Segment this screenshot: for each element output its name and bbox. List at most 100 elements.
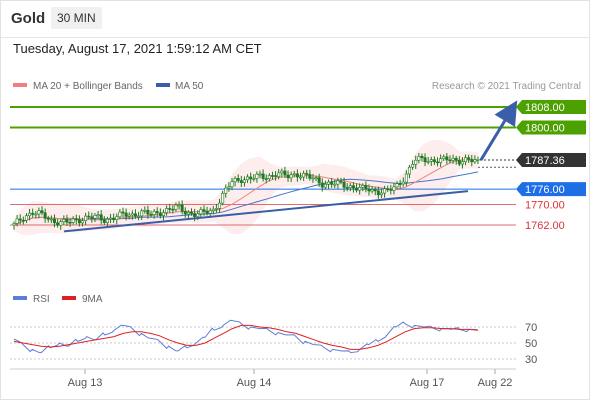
- candle: [236, 174, 240, 183]
- candle-body: [327, 181, 331, 185]
- candle-body: [133, 213, 137, 217]
- candle-body: [423, 157, 427, 163]
- candle-body: [351, 185, 355, 189]
- copyright-label: Research © 2021 Trading Central: [432, 81, 581, 92]
- candle: [345, 183, 349, 192]
- level-value-1776.00: 1776.00: [525, 184, 565, 196]
- level-value-1787.36: 1787.36: [525, 155, 565, 167]
- candle-body: [31, 212, 35, 215]
- candle-body: [96, 214, 100, 217]
- candle: [305, 169, 309, 179]
- candle: [470, 154, 474, 167]
- candle-body: [161, 212, 165, 217]
- candle-body: [292, 173, 296, 176]
- candle: [18, 214, 22, 225]
- candle: [211, 205, 215, 215]
- candle-body: [121, 211, 125, 214]
- candle-body: [221, 192, 225, 204]
- level-value-1770.00: 1770.00: [525, 199, 565, 211]
- candle-body: [239, 180, 243, 183]
- candle-body: [143, 209, 147, 212]
- candle: [323, 180, 327, 190]
- candle: [327, 179, 331, 189]
- candle-body: [230, 181, 234, 188]
- candle-body: [323, 183, 327, 188]
- trend-line: [63, 190, 469, 233]
- candle: [24, 213, 28, 223]
- candle-body: [56, 222, 60, 226]
- header-bar: Gold 30 MIN: [0, 0, 590, 38]
- candle-body: [81, 220, 85, 224]
- candle-body: [460, 161, 464, 165]
- candle: [242, 176, 246, 187]
- candle: [398, 179, 402, 189]
- candle: [65, 214, 69, 226]
- candle-body: [355, 187, 359, 191]
- candle: [171, 204, 175, 214]
- candle: [258, 170, 262, 179]
- candle-body: [473, 159, 477, 163]
- candle-body: [448, 159, 452, 162]
- candle-body: [171, 208, 175, 211]
- candle: [339, 177, 343, 185]
- candle-body: [105, 218, 109, 223]
- candle-body: [40, 210, 44, 214]
- candle: [56, 218, 60, 228]
- candle: [311, 173, 315, 183]
- candle: [370, 185, 374, 194]
- candle: [460, 157, 464, 169]
- candle-body: [414, 159, 418, 165]
- candle: [330, 177, 334, 188]
- ma50-legend-swatch: [156, 83, 170, 87]
- candle-body: [348, 185, 352, 188]
- candle: [155, 207, 159, 218]
- candle-body: [308, 174, 312, 179]
- candle: [317, 173, 321, 187]
- candle: [31, 208, 35, 218]
- rsi-ma-legend-swatch: [62, 296, 76, 300]
- candle: [289, 171, 293, 183]
- candle-body: [420, 156, 424, 158]
- candle: [165, 205, 169, 216]
- candle: [152, 208, 156, 219]
- candle: [146, 205, 150, 219]
- candle: [74, 214, 78, 225]
- candle-body: [109, 217, 113, 220]
- candle-body: [177, 204, 181, 207]
- candle-body: [283, 170, 287, 176]
- candle-body: [411, 164, 415, 168]
- rsi-legend-label: RSI: [33, 294, 50, 305]
- candle-body: [24, 215, 28, 221]
- candle-body: [252, 178, 256, 180]
- level-tag-bg: [516, 120, 586, 135]
- candle: [286, 170, 290, 182]
- candle: [270, 171, 274, 180]
- candle: [21, 216, 25, 225]
- candle-body: [264, 178, 268, 180]
- candle: [351, 182, 355, 193]
- rsi-ma-line: [13, 324, 479, 350]
- candle-body: [280, 170, 284, 174]
- candle-body: [333, 183, 337, 186]
- candle: [386, 185, 390, 193]
- candle-body: [417, 156, 421, 161]
- candle: [320, 178, 324, 192]
- candle-body: [34, 213, 38, 216]
- candle-body: [183, 210, 187, 215]
- candle: [249, 172, 253, 184]
- price-panel: 1808.00 1800.00 1787.36 1776.00 1770.00 1762.…: [10, 100, 586, 236]
- candle-body: [199, 209, 203, 215]
- candle-body: [211, 208, 215, 212]
- candle: [224, 184, 228, 198]
- candle-body: [140, 210, 144, 217]
- candle-body: [395, 183, 399, 188]
- candle: [218, 198, 222, 213]
- candle-body: [46, 218, 50, 220]
- timeframe-badge[interactable]: 30 MIN: [51, 7, 102, 29]
- candle: [392, 182, 396, 195]
- candle: [118, 209, 122, 220]
- candle-body: [84, 215, 88, 221]
- candle: [90, 212, 94, 223]
- candle-body: [174, 204, 178, 210]
- candle: [84, 212, 88, 226]
